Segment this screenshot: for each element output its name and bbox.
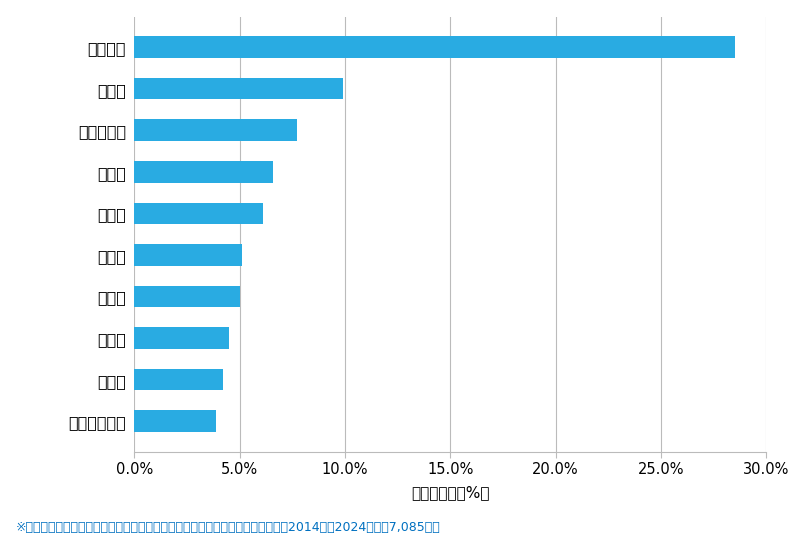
Bar (134, 369, 223, 391)
X-axis label: 件数の割合（%）: 件数の割合（%） (411, 485, 490, 500)
Bar (134, 120, 296, 141)
Bar (134, 286, 239, 307)
Text: ※弊社受付の案件を対象に、受付時に市区町村の回答があったものを集計（期間2014年～2024年、計7,085件）: ※弊社受付の案件を対象に、受付時に市区町村の回答があったものを集計（期間2014… (16, 521, 441, 534)
Bar (134, 78, 343, 100)
Bar (134, 161, 273, 182)
Bar (134, 327, 229, 349)
Bar (134, 36, 735, 58)
Bar (134, 203, 263, 224)
Bar (134, 410, 216, 432)
Bar (134, 244, 242, 266)
